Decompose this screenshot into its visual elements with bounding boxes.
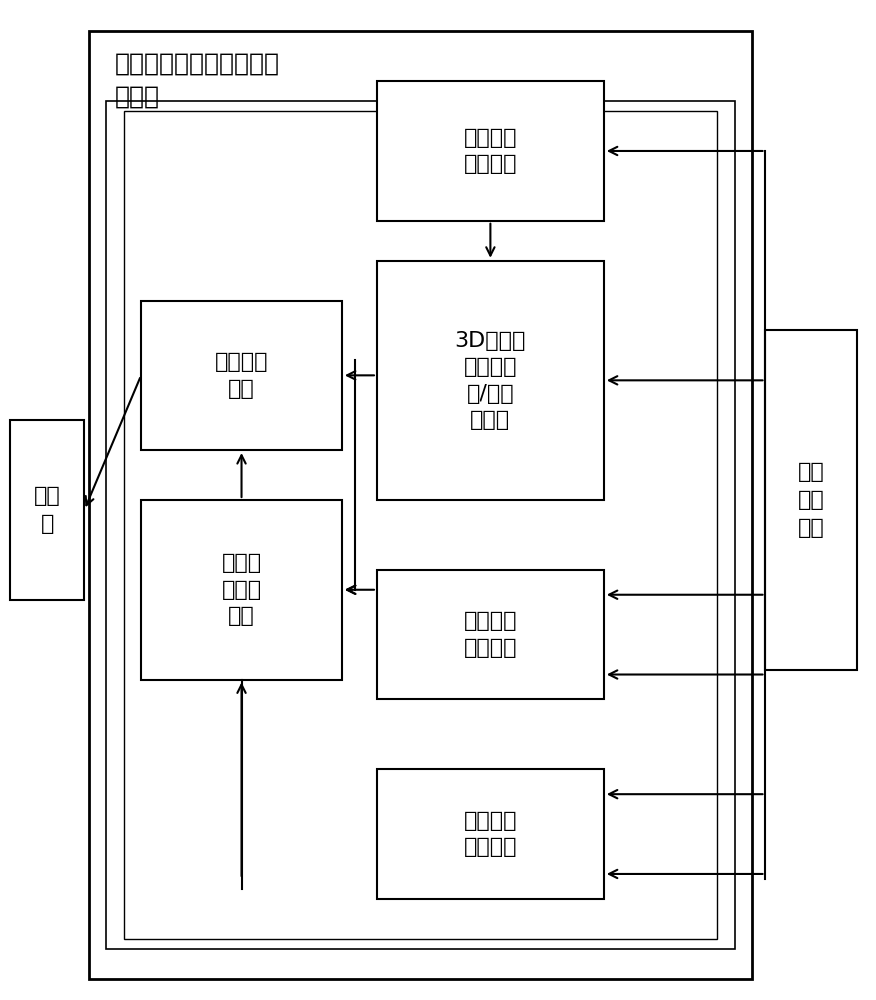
Bar bbox=[11, 420, 84, 600]
Text: 接收
端: 接收 端 bbox=[34, 486, 60, 534]
Bar bbox=[377, 570, 604, 699]
Text: 色差信号
产生模块: 色差信号 产生模块 bbox=[463, 811, 517, 857]
Bar bbox=[377, 261, 604, 500]
Bar bbox=[88, 31, 752, 979]
Text: 3D自适应
梳状滤波
亮/色分
离模块: 3D自适应 梳状滤波 亮/色分 离模块 bbox=[455, 331, 526, 430]
Bar bbox=[377, 769, 604, 899]
Text: 颜色空
间转换
模块: 颜色空 间转换 模块 bbox=[222, 553, 262, 626]
Bar bbox=[106, 101, 735, 949]
Bar bbox=[124, 111, 717, 939]
Bar bbox=[141, 500, 342, 680]
Bar bbox=[377, 81, 604, 221]
Text: 解码输出
模块: 解码输出 模块 bbox=[215, 352, 268, 399]
Text: 同步信号
产生模块: 同步信号 产生模块 bbox=[463, 128, 517, 174]
Text: 自适应滤波分离的视频解
码装置: 自适应滤波分离的视频解 码装置 bbox=[115, 51, 280, 109]
Bar bbox=[766, 330, 857, 670]
Text: 视频信号
缓冲模块: 视频信号 缓冲模块 bbox=[463, 611, 517, 658]
Text: 原始
采样
信号: 原始 采样 信号 bbox=[798, 462, 824, 538]
Bar bbox=[141, 301, 342, 450]
